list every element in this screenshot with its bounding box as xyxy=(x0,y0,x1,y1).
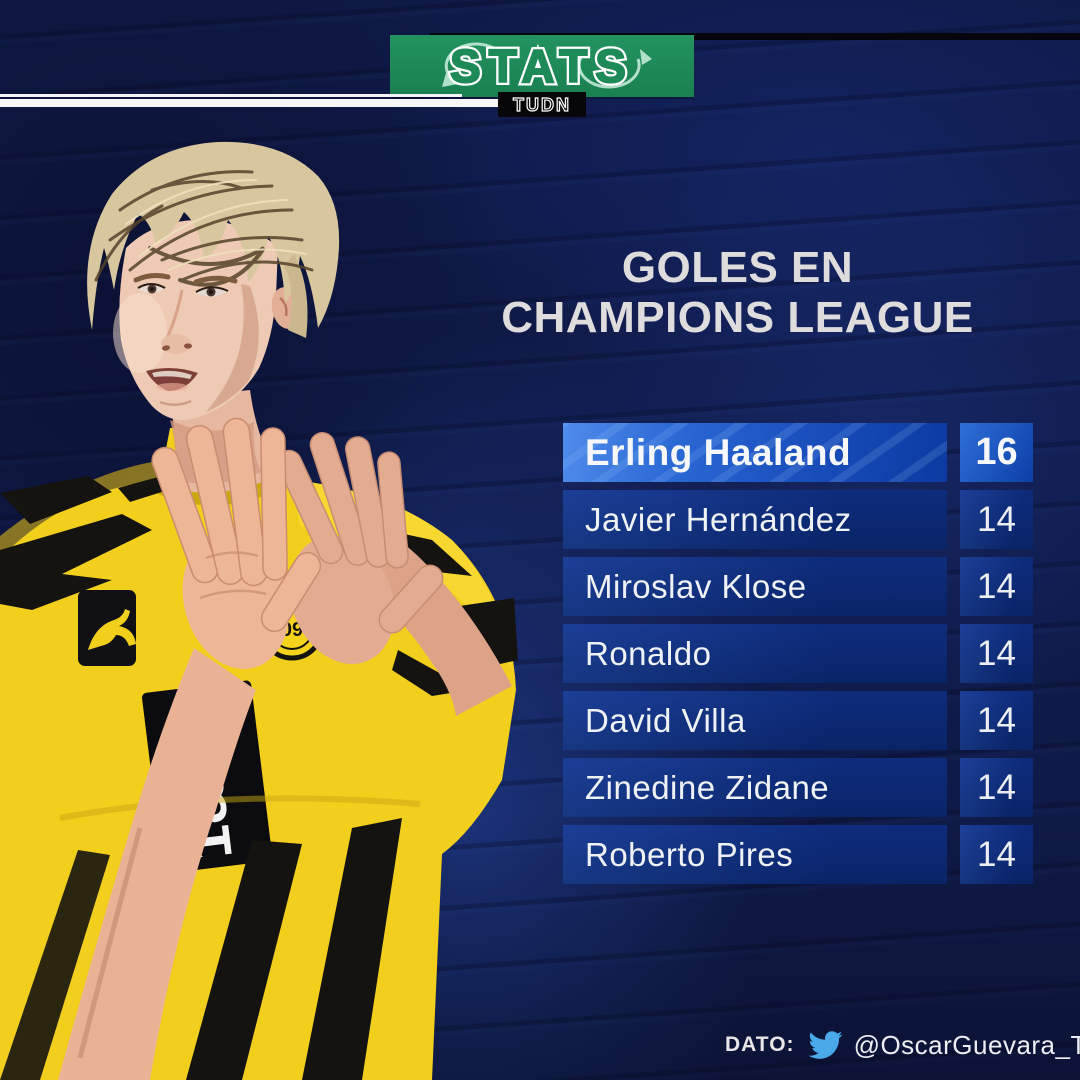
top-accent-bar xyxy=(430,33,1080,40)
goals-value-cell: 14 xyxy=(960,825,1033,884)
title-line-1: GOLES EN xyxy=(621,243,854,292)
twitter-handle: @OscarGuevara_TD xyxy=(853,1029,1080,1060)
swoosh-arrowhead-icon xyxy=(442,73,458,87)
goals-value-cell: 14 xyxy=(960,691,1033,750)
eyebrows xyxy=(133,273,238,285)
player-name-cell: Ronaldo xyxy=(563,624,947,683)
swoosh-arrow-icon xyxy=(577,49,641,89)
goals-value-cell: 14 xyxy=(960,758,1033,817)
table-row: Miroslav Klose 14 xyxy=(563,557,1033,616)
tudn-logo: TUDN xyxy=(498,92,586,117)
table-row: Javier Hernández 14 xyxy=(563,490,1033,549)
swoosh-arrowhead-icon xyxy=(640,49,652,65)
goals-table: Erling Haaland 16 Javier Hernández 14 Mi… xyxy=(563,423,1033,892)
eyes xyxy=(137,283,229,297)
table-row: Erling Haaland 16 xyxy=(563,423,1033,482)
page-title: GOLES EN CHAMPIONS LEAGUE xyxy=(425,243,1050,343)
source-credit: DATO: @OscarGuevara_TD xyxy=(725,1026,1080,1064)
header-rule xyxy=(0,99,503,107)
nostril xyxy=(162,345,170,351)
player-name-cell: David Villa xyxy=(563,691,947,750)
stats-label-outline: STATS xyxy=(450,40,634,92)
tudn-logo-text: TUDN xyxy=(512,94,571,115)
goals-value-cell: 14 xyxy=(960,490,1033,549)
hair-highlights xyxy=(125,179,307,271)
player-name-cell: Javier Hernández xyxy=(563,490,947,549)
puma-logo xyxy=(78,590,136,666)
cheek-highlight xyxy=(113,293,167,373)
jersey-fold xyxy=(59,795,421,821)
header-rule-thin xyxy=(0,94,462,97)
tudn-label: TUDN xyxy=(513,95,571,115)
goals-value-cell: 14 xyxy=(960,557,1033,616)
stats-badge: STATS STATS xyxy=(390,35,694,97)
chin-crease xyxy=(159,399,192,406)
player-name-cell: Erling Haaland xyxy=(563,423,947,482)
table-row: Roberto Pires 14 xyxy=(563,825,1033,884)
jaw-shadow xyxy=(206,284,259,412)
title-line-2: CHAMPIONS LEAGUE xyxy=(501,293,974,342)
sideburn xyxy=(284,254,308,338)
twitter-bird-icon xyxy=(808,1031,843,1059)
lower-lip xyxy=(156,383,188,391)
table-row: David Villa 14 xyxy=(563,691,1033,750)
table-row: Zinedine Zidane 14 xyxy=(563,758,1033,817)
nostril xyxy=(184,343,192,349)
table-row: Ronaldo 14 xyxy=(563,624,1033,683)
hair-strands xyxy=(94,170,314,287)
haaland-photo: 09 1&1 xyxy=(0,141,518,1080)
jersey-shade xyxy=(0,460,164,558)
stats-label-inline: STATS xyxy=(450,40,634,92)
right-arm xyxy=(58,417,322,1080)
player-name-cell: Miroslav Klose xyxy=(563,557,947,616)
hair xyxy=(87,141,340,330)
goals-value-cell: 14 xyxy=(960,624,1033,683)
dato-label: DATO: xyxy=(725,1033,795,1056)
player-name-cell: Roberto Pires xyxy=(563,825,947,884)
player-name-cell: Zinedine Zidane xyxy=(563,758,947,817)
teeth xyxy=(152,370,192,379)
swoosh-arrow-icon xyxy=(444,42,508,81)
ear-detail xyxy=(279,297,288,317)
goals-value-cell: 16 xyxy=(960,423,1033,482)
stats-logo: STATS STATS xyxy=(442,37,652,95)
